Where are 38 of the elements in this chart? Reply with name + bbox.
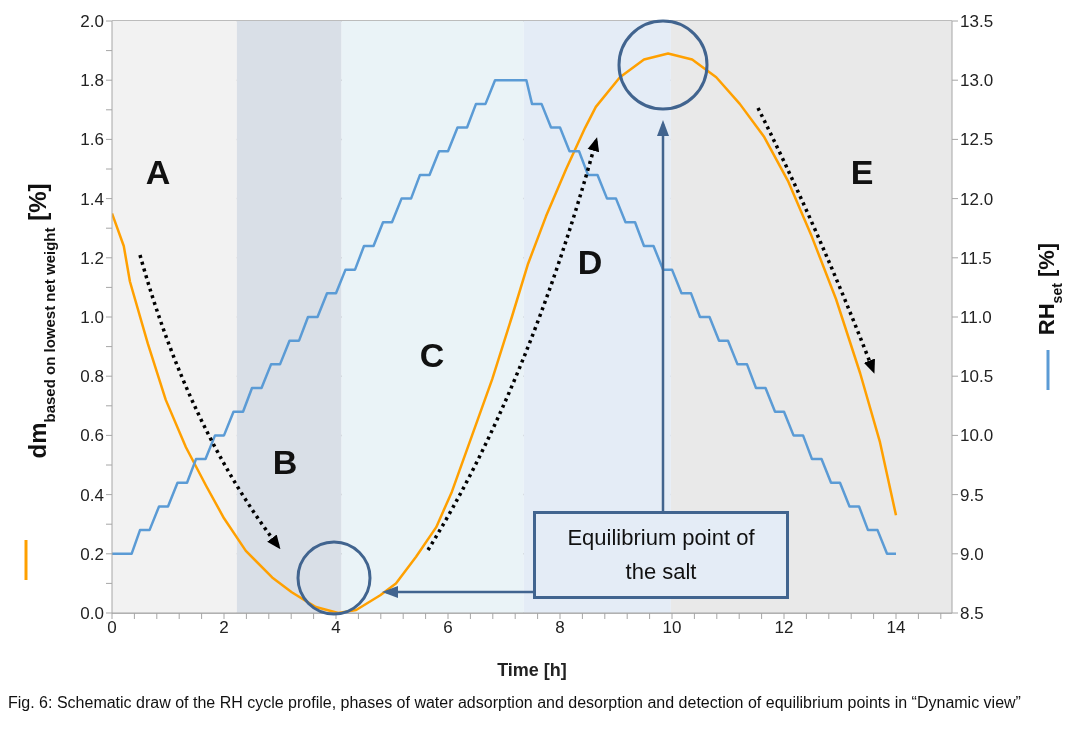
y2-tick-label: 11.0 bbox=[960, 308, 992, 328]
y2-tick-label: 9.0 bbox=[960, 544, 984, 564]
y2-tick-label: 9.5 bbox=[960, 485, 984, 505]
y-tick-label: 1.4 bbox=[80, 189, 104, 209]
x-tick-label: 4 bbox=[331, 618, 341, 638]
y-tick-label: 1.8 bbox=[80, 71, 104, 91]
y2-tick-label: 8.5 bbox=[960, 604, 984, 624]
y-tick-label: 1.2 bbox=[80, 248, 104, 268]
y-tick-label: 0.6 bbox=[80, 426, 104, 446]
x-tick-label: 0 bbox=[107, 618, 117, 638]
y2-tick-label: 12.5 bbox=[960, 130, 994, 150]
y-tick-label: 2.0 bbox=[80, 12, 104, 32]
x-tick-label: 2 bbox=[219, 618, 229, 638]
y-tick-label: 0.0 bbox=[80, 604, 104, 624]
y2-tick-label: 12.0 bbox=[960, 189, 994, 209]
y-tick-label: 1.6 bbox=[80, 130, 104, 150]
y2-tick-label: 10.5 bbox=[960, 367, 994, 387]
y-tick-label: 0.2 bbox=[80, 544, 104, 564]
x-tick-label: 8 bbox=[555, 618, 565, 638]
y-tick-label: 0.4 bbox=[80, 485, 104, 505]
annotation: Equilibrium point of the salt bbox=[533, 511, 789, 599]
x-tick-label: 6 bbox=[443, 618, 453, 638]
y-tick-label: 0.8 bbox=[80, 367, 104, 387]
x-tick-label: 12 bbox=[774, 618, 794, 638]
band-label: E bbox=[850, 153, 874, 191]
band-label: C bbox=[419, 336, 445, 374]
band-label: D bbox=[577, 243, 603, 281]
y2-tick-label: 10.0 bbox=[960, 426, 994, 446]
x-tick-label: 10 bbox=[662, 618, 682, 638]
y-tick-label: 1.0 bbox=[80, 308, 104, 328]
y2-tick-label: 11.5 bbox=[960, 248, 992, 268]
x-axis-title: Time [h] bbox=[497, 660, 567, 680]
caption: Fig. 6: Schematic draw of the RH cycle profile, phases of water adsorption and desorption and detection of equilibrium points in “Dynamic view” bbox=[8, 693, 1022, 713]
y2-tick-label: 13.5 bbox=[960, 12, 994, 32]
band-label: B bbox=[272, 443, 298, 481]
x-tick-label: 14 bbox=[886, 618, 906, 638]
y2-tick-label: 13.0 bbox=[960, 71, 994, 91]
band-label: A bbox=[145, 153, 171, 191]
